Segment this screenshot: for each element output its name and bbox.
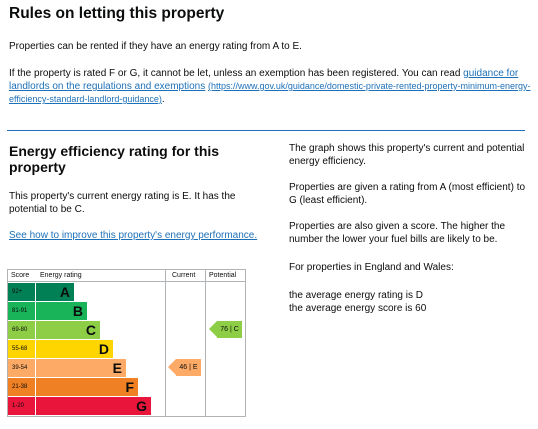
energy-rating-chart: Score Energy rating Current Potential 92…	[7, 269, 246, 417]
improve-link[interactable]: See how to improve this property's energ…	[9, 230, 258, 241]
band-b: 81-91 B	[8, 302, 165, 320]
chart-header-divider	[7, 281, 246, 282]
potential-rating-pointer: 76 | C	[209, 321, 242, 338]
graph-explanation: The graph shows this property's current …	[289, 143, 525, 167]
section-divider	[7, 130, 525, 131]
band-score-range: 1-20	[8, 397, 35, 415]
band-bar: F	[36, 378, 138, 396]
band-bar: A	[36, 283, 74, 301]
band-letter: D	[98, 341, 109, 357]
average-rating: the average energy rating is D	[289, 290, 423, 301]
band-bar: B	[36, 302, 87, 320]
rating-explanation: Properties are given a rating from A (mo…	[289, 182, 526, 206]
rules-para-2: If the property is rated F or G, it cann…	[9, 67, 531, 106]
rules-title: Rules on letting this property	[9, 5, 225, 22]
band-g: 1-20 G	[8, 397, 165, 415]
band-letter: F	[125, 379, 134, 395]
band-score-range: 21-38	[8, 378, 35, 396]
band-letter: G	[136, 398, 147, 414]
band-score-range: 92+	[8, 283, 35, 301]
band-letter: E	[112, 360, 122, 376]
rules-para-1: Properties can be rented if they have an…	[9, 41, 302, 52]
average-score: the average energy score is 60	[289, 303, 427, 314]
current-rating-pointer-arrow	[168, 359, 176, 375]
header-current: Current	[172, 272, 196, 279]
band-letter: C	[85, 322, 96, 338]
band-d: 55-68 D	[8, 340, 165, 358]
current-rating-pointer: 46 | E	[168, 359, 201, 376]
band-f: 21-38 F	[8, 378, 165, 396]
chart-current-column	[165, 269, 206, 417]
band-score-range: 55-68	[8, 340, 35, 358]
band-a: 92+ A	[8, 283, 165, 301]
band-e: 39-54 E	[8, 359, 165, 377]
efficiency-title: Energy efficiency rating for this proper…	[9, 143, 220, 175]
improve-paragraph: See how to improve this property's energ…	[9, 229, 274, 242]
potential-rating-pointer-label: 76 | C	[217, 321, 242, 338]
header-score: Score	[11, 272, 30, 279]
rules-para-2-text: If the property is rated F or G, it cann…	[9, 68, 464, 79]
potential-rating-pointer-arrow	[209, 321, 217, 337]
band-bar: E	[36, 359, 126, 377]
band-bar: D	[36, 340, 113, 358]
header-potential: Potential	[209, 272, 237, 279]
current-rating-text: This property's current energy rating is…	[9, 191, 236, 215]
band-c: 69-80 C	[8, 321, 165, 339]
band-score-range: 81-91	[8, 302, 35, 320]
chart-potential-column	[205, 269, 246, 417]
current-rating-pointer-label: 46 | E	[176, 359, 201, 376]
band-letter: A	[59, 284, 70, 300]
band-score-range: 69-80	[8, 321, 35, 339]
band-bar: C	[36, 321, 100, 339]
guidance-link[interactable]: guidance for landlords on the regulation…	[9, 68, 519, 92]
band-score-range: 39-54	[8, 359, 35, 377]
rules-para-2-end: .	[161, 94, 165, 105]
region-text: For properties in England and Wales:	[289, 262, 454, 273]
band-bar: G	[36, 397, 151, 415]
band-letter: B	[72, 303, 83, 319]
guidance-url-link[interactable]: (https://www.gov.uk/guidance/domestic-pr…	[9, 81, 531, 104]
header-energy-rating: Energy rating	[40, 272, 82, 279]
score-explanation: Properties are also given a score. The h…	[289, 221, 506, 245]
